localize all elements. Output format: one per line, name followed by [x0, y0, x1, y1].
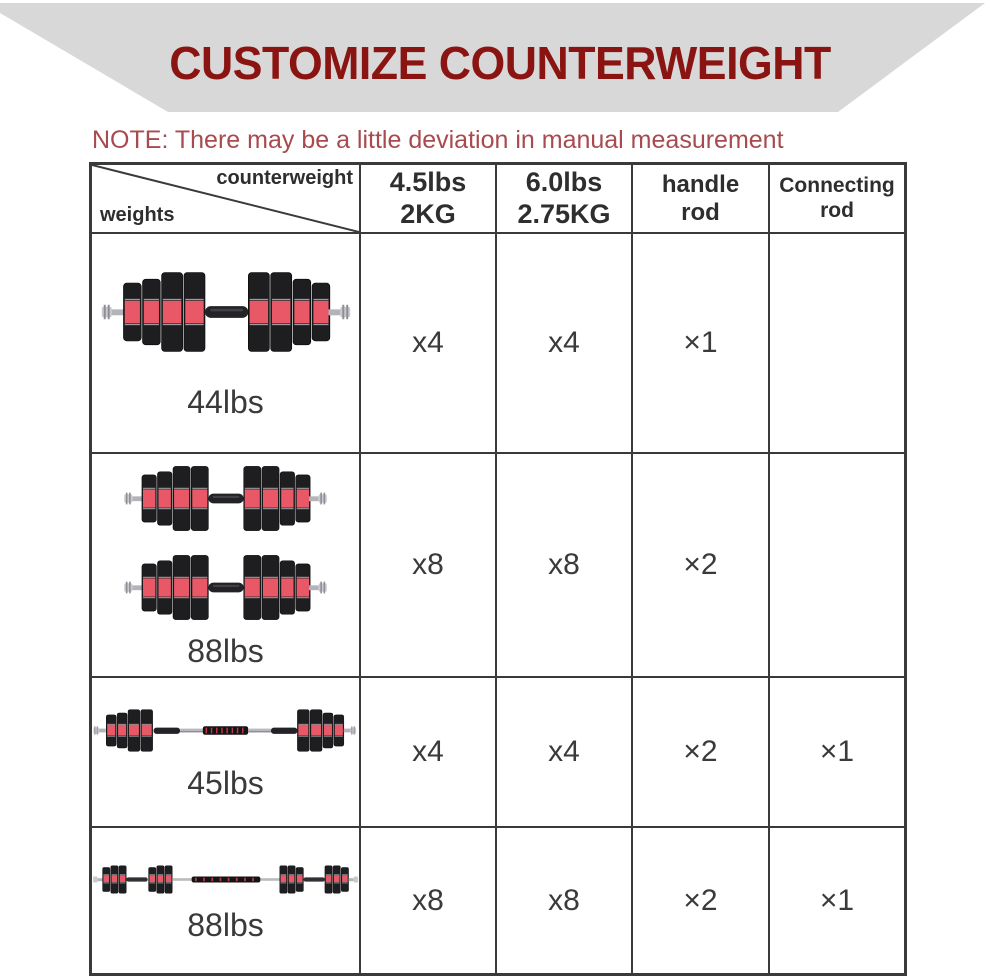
page-title: CUSTOMIZE COUNTERWEIGHT: [169, 37, 831, 89]
weight-label: 45lbs: [187, 765, 264, 801]
corner-label-weights: weights: [100, 204, 175, 226]
cell-88lbs-barbell-4-5lbs-qty: x8: [361, 828, 497, 973]
table-row-88lbs-barbell-image-cell: 88lbs: [92, 828, 361, 973]
cell-45lbs-6-0lbs-qty: x4: [497, 678, 633, 828]
long-barbell-image: [92, 865, 358, 893]
diagonal-divider: [92, 165, 359, 232]
cell-88lbs-pair-connecting-rod-qty: [770, 454, 904, 678]
cell-44lbs-handle-rod-qty: ×1: [633, 234, 770, 454]
cell-45lbs-connecting-rod-qty: ×1: [770, 678, 904, 828]
weight-label: 44lbs: [187, 383, 264, 420]
header-col-connecting-rod: Connecting rod: [770, 165, 904, 234]
cell-45lbs-handle-rod-qty: ×2: [633, 678, 770, 828]
header-col-6-0lbs: 6.0lbs 2.75KG: [497, 165, 633, 234]
short-barbell-image: [93, 709, 357, 752]
table-row-45lbs-image-cell: 45lbs: [92, 678, 361, 828]
dumbbell-top-image: [123, 465, 328, 531]
pair-of-dumbbells-image: [123, 461, 328, 625]
dumbbell-bottom-image: [123, 554, 328, 620]
weight-label: 88lbs: [187, 632, 264, 669]
cell-44lbs-6-0lbs-qty: x4: [497, 234, 633, 454]
weight-label: 88lbs: [187, 906, 264, 943]
table-row-88lbs-pair-image-cell: 88lbs: [92, 454, 361, 678]
cell-44lbs-connecting-rod-qty: [770, 234, 904, 454]
cell-88lbs-pair-6-0lbs-qty: x8: [497, 454, 633, 678]
cell-45lbs-4-5lbs-qty: x4: [361, 678, 497, 828]
counterweight-spec-table: counterweight weights 4.5lbs 2KG 6.0lbs …: [89, 162, 907, 976]
corner-label-counterweight: counterweight: [216, 167, 353, 189]
cell-88lbs-barbell-handle-rod-qty: ×2: [633, 828, 770, 973]
cell-44lbs-4-5lbs-qty: x4: [361, 234, 497, 454]
table-row-44lbs-image-cell: 44lbs: [92, 234, 361, 454]
corner-header-cell: counterweight weights: [92, 165, 361, 234]
note-text: NOTE: There may be a little deviation in…: [92, 126, 784, 154]
cell-88lbs-pair-4-5lbs-qty: x8: [361, 454, 497, 678]
cell-88lbs-barbell-6-0lbs-qty: x8: [497, 828, 633, 973]
cell-88lbs-pair-handle-rod-qty: ×2: [633, 454, 770, 678]
banner: [0, 3, 985, 112]
header-col-handle-rod: handle rod: [633, 165, 770, 234]
single-dumbbell-image: [100, 271, 351, 352]
cell-88lbs-barbell-connecting-rod-qty: ×1: [770, 828, 904, 973]
header-col-4-5lbs: 4.5lbs 2KG: [361, 165, 497, 234]
